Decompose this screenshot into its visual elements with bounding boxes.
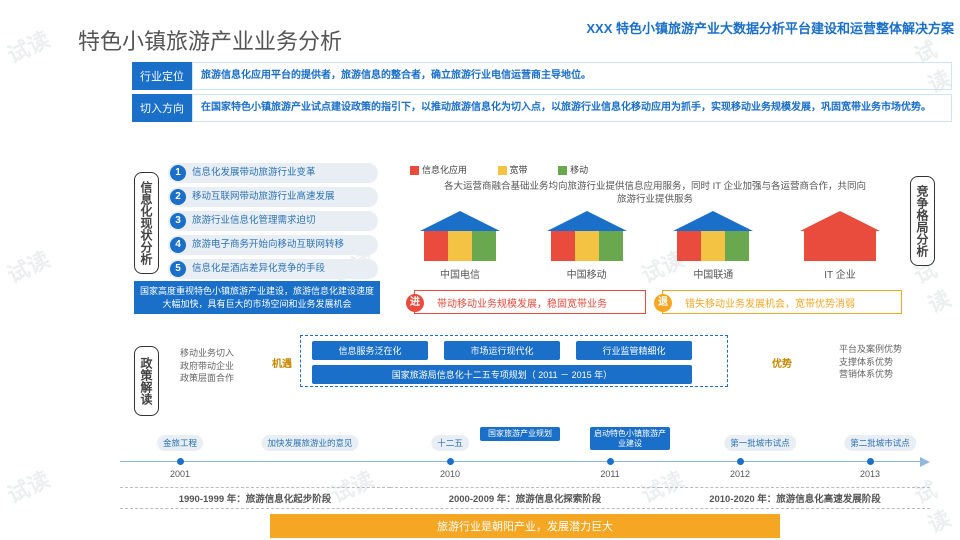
retreat-badge: 退 [654,294,672,312]
list-item: 3 旅游行业信息化管理需求迫切 [168,211,378,231]
advance-badge: 进 [406,294,424,312]
timeline-year: 2013 [860,469,880,479]
num-badge: 3 [170,213,186,229]
phase-row: 1990-1999 年：旅游信息化起步阶段 2000-2009 年：旅游信息化探… [120,487,930,509]
timeline-axis [120,461,920,462]
advance-text: 带动移动业务规模发展，稳固宽带业务 [437,295,607,310]
retreat-text: 错失移动业务发展机会，宽带优势消弱 [685,295,855,310]
phase-label: 2010-2020 年：旅游信息化高速发展阶段 [660,487,930,509]
policy-topbox: 行业监管精细化 [576,341,692,360]
def-tag: 切入方向 [132,94,192,122]
watermark: 试读 [1,462,54,510]
timeline-year: 2010 [440,469,460,479]
list-item: 4 旅游电子商务开始向移动互联网转移 [168,235,378,255]
policy-section: 移动业务切入政府带动企业政策层面合作 机遇 信息服务泛在化 市场运行现代化 行业… [130,335,930,431]
timeline-arrow-icon [920,457,930,467]
list-item-label: 移动互联网带动旅游行业高速发展 [192,191,335,202]
legend-swatch [498,166,507,175]
vlabel-competition-analysis: 竞争格局分析 [910,176,935,266]
list-item-label: 信息化是酒店差异化竞争的手段 [192,263,325,274]
house-name: 中国电信 [410,266,510,281]
list-item: 2 移动互联网带动旅游行业高速发展 [168,187,378,207]
timeline-dot [447,458,454,465]
legend-swatch [558,166,567,175]
legend-label: 移动 [570,165,588,175]
header-subtitle: XXX 特色小镇旅游产业大数据分析平台建设和运营整体解决方案 [586,18,954,37]
timeline-event: 加快发展旅游业的意见 [261,435,358,451]
house-name: 中国移动 [537,266,637,281]
definition-row-2: 切入方向 在国家特色小镇旅游产业试点建设政策的指引下，以推动旅游信息化为切入点，… [132,94,952,122]
policy-topbox: 信息服务泛在化 [312,341,428,360]
legend-label: 信息化应用 [422,165,467,175]
retreat-box: 退 错失移动业务发展机会，宽带优势消弱 [662,290,902,314]
house: 中国电信 [410,209,510,281]
timeline-dot [737,458,744,465]
list-item: 5 信息化是酒店差异化竞争的手段 [168,259,378,279]
vlabel-status-analysis: 信息化现状分析 [134,172,159,274]
footer-orange-bar: 旅游行业是朝阳产业，发展潜力巨大 [270,514,780,538]
timeline-event: 第一批城市试点 [724,435,796,451]
page-title: 特色小镇旅游产业业务分析 [78,24,342,56]
summary-bluebox: 国家高度重视特色小镇旅游产业建设，旅游信息化建设速度大幅加快，具有巨大的市场空间… [134,281,380,314]
timeline-event: 启动特色小镇旅游产业建设 [590,427,670,450]
timeline-dot [867,458,874,465]
watermark: 试读 [1,242,54,290]
policy-opportunity-label: 机遇 [272,355,292,370]
timeline-year: 2012 [730,469,750,479]
timeline-event: 金旅工程 [157,435,203,451]
timeline-dot [177,458,184,465]
timeline-event: 十二五 [431,435,469,451]
house: IT 企业 [790,209,890,281]
status-list: 1 信息化发展带动旅游行业变革 2 移动互联网带动旅游行业高速发展 3 旅游行业信息化… [168,163,378,283]
num-badge: 5 [170,261,186,277]
phase-label: 1990-1999 年：旅游信息化起步阶段 [120,487,390,509]
legend-swatch [410,166,419,175]
competition-desc: 各大运营商融合基础业务均向旅游行业提供信息应用服务，同时 IT 企业加强与各运营… [440,180,870,207]
timeline-year: 2011 [600,469,619,479]
policy-topbox: 市场运行现代化 [444,341,560,360]
num-badge: 4 [170,237,186,253]
definition-row-1: 行业定位 旅游信息化应用平台的提供者，旅游信息的整合者，确立旅游行业电信运营商主… [132,62,952,90]
policy-advantage-label: 优势 [772,355,792,370]
house-name: IT 企业 [790,266,890,281]
policy-midbox: 国家旅游局信息化十二五专项规划（ 2011 － 2015 年） [312,365,692,384]
list-item-label: 信息化发展带动旅游行业变革 [192,167,316,178]
num-badge: 1 [170,165,186,181]
house-name: 中国联通 [663,266,763,281]
list-item: 1 信息化发展带动旅游行业变革 [168,163,378,183]
num-badge: 2 [170,189,186,205]
phase-label: 2000-2009 年：旅游信息化探索阶段 [390,487,660,509]
house: 中国移动 [537,209,637,281]
house: 中国联通 [663,209,763,281]
legend-label: 宽带 [510,165,528,175]
timeline-event: 第二批城市试点 [844,435,916,451]
timeline-event: 国家旅游产业规划 [480,427,560,441]
def-tag: 行业定位 [132,62,192,90]
timeline-year: 2001 [170,469,190,479]
list-item-label: 旅游行业信息化管理需求迫切 [192,215,316,226]
operator-houses: 中国电信 中国移动 中国联通 IT 企业 [410,209,890,281]
def-text: 在国家特色小镇旅游产业试点建设政策的指引下，以推动旅游信息化为切入点，以旅游行业… [192,94,952,122]
policy-left-text: 移动业务切入政府带动企业政策层面合作 [180,347,266,385]
chart-legend: 信息化应用 宽带 移动 [410,163,616,176]
policy-right-text: 平台及案例优势支撑体系优势营销体系优势 [839,343,902,381]
advance-box: 进 带动移动业务规模发展，稳固宽带业务 [414,290,646,314]
timeline-dot [607,458,614,465]
list-item-label: 旅游电子商务开始向移动互联网转移 [192,239,344,250]
watermark: 试读 [1,22,54,70]
def-text: 旅游信息化应用平台的提供者，旅游信息的整合者，确立旅游行业电信运营商主导地位。 [192,62,952,90]
